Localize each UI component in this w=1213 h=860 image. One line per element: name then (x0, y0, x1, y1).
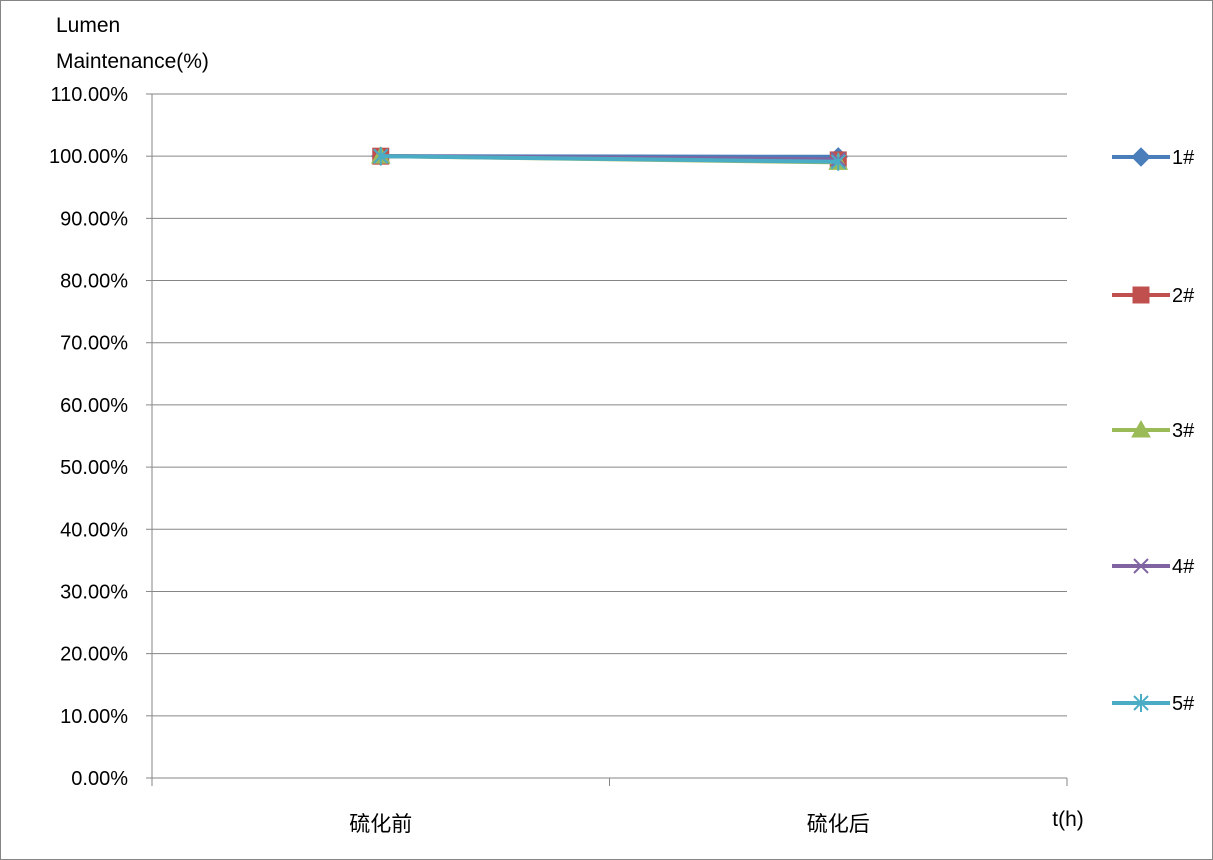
y-tick-label: 0.00% (71, 768, 128, 790)
legend-label: 5# (1172, 693, 1195, 715)
y-tick-label: 90.00% (60, 208, 128, 230)
legend-label: 1# (1172, 147, 1195, 169)
legend-swatch-marker (1131, 419, 1151, 438)
y-tick-label: 80.00% (60, 271, 128, 293)
y-axis-tick-labels: 0.00% 10.00% 20.00% 30.00% 40.00% 50.00% 60.00… (49, 84, 128, 790)
x-tick-label: 硫化前 (349, 813, 412, 836)
legend-swatch-marker (1133, 558, 1149, 574)
plot-area (370, 146, 849, 171)
marker-stroke (1133, 558, 1149, 574)
y-tick-label: 110.00% (51, 84, 129, 106)
y-axis-title-line1: Lumen (56, 14, 120, 37)
legend-item: 3# (1112, 419, 1195, 442)
legend-swatch-marker (1131, 147, 1151, 167)
y-tick-label: 50.00% (60, 457, 128, 479)
legend-swatch-marker (1133, 694, 1149, 712)
data-point (373, 147, 389, 166)
y-tick-label: 30.00% (60, 581, 128, 603)
gridlines (152, 93, 1067, 717)
y-axis-ticks (146, 93, 152, 779)
y-tick-label: 20.00% (60, 644, 128, 666)
legend-label: 4# (1172, 556, 1195, 578)
x-axis-ticks (151, 778, 1068, 786)
x-axis-tick-labels: 硫化前 硫化后 (349, 813, 870, 836)
legend-label: 3# (1172, 420, 1195, 442)
legend-label: 2# (1172, 285, 1195, 307)
y-tick-label: 10.00% (60, 706, 128, 728)
legend-item: 2# (1112, 285, 1195, 307)
legend-item: 1# (1112, 147, 1195, 169)
y-tick-label: 70.00% (60, 333, 128, 355)
data-point (830, 152, 846, 171)
y-axis-title-line2: Maintenance(%) (56, 50, 209, 73)
y-tick-label: 40.00% (60, 519, 128, 541)
legend-swatch-marker (1132, 286, 1150, 304)
legend-item: 5# (1112, 693, 1195, 715)
x-tick-label: 硫化后 (807, 813, 870, 836)
series-line (378, 154, 841, 164)
y-tick-label: 100.00% (49, 146, 128, 168)
legend: 1# 2# 3# 4# 5# (1112, 147, 1195, 715)
y-tick-label: 60.00% (60, 395, 128, 417)
legend-item: 4# (1112, 556, 1195, 578)
x-axis-title: t(h) (1052, 808, 1084, 831)
series-5 (373, 147, 846, 171)
